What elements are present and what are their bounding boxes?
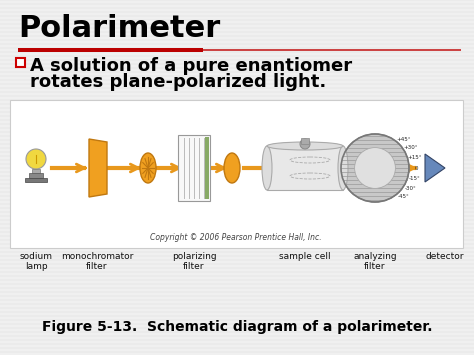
Ellipse shape [262, 146, 272, 190]
Bar [10, 100, 463, 248]
Text: A solution of a pure enantiomer: A solution of a pure enantiomer [30, 57, 352, 75]
Polygon shape [425, 154, 445, 182]
Text: analyzing
filter: analyzing filter [353, 252, 397, 272]
Text: 0: 0 [414, 165, 418, 170]
Text: +45°: +45° [397, 137, 411, 142]
Bar [203, 49, 461, 51]
Text: polarizing
filter: polarizing filter [172, 252, 216, 272]
Text: -45°: -45° [398, 195, 410, 200]
Text: +30°: +30° [403, 145, 418, 150]
Text: Figure 5-13.  Schematic diagram of a polarimeter.: Figure 5-13. Schematic diagram of a pola… [42, 320, 432, 334]
Ellipse shape [338, 146, 348, 190]
Bar [267, 146, 343, 190]
Text: detector: detector [426, 252, 464, 261]
Text: -30°: -30° [405, 186, 416, 191]
Text: sodium
lamp: sodium lamp [19, 252, 53, 272]
Text: rotates plane-polarized light.: rotates plane-polarized light. [30, 73, 326, 91]
Text: Copyright © 2006 Pearson Prentice Hall, Inc.: Copyright © 2006 Pearson Prentice Hall, … [150, 233, 322, 242]
Circle shape [355, 148, 395, 189]
Bar [205, 137, 209, 199]
Bar [32, 169, 40, 173]
Circle shape [300, 139, 310, 149]
Bar [25, 178, 47, 182]
Text: -15°: -15° [409, 176, 420, 181]
Text: sample cell: sample cell [279, 252, 331, 261]
Ellipse shape [224, 153, 240, 183]
Circle shape [341, 134, 409, 202]
Bar [18, 48, 203, 52]
Ellipse shape [267, 142, 343, 150]
Text: +15°: +15° [407, 155, 422, 160]
Ellipse shape [140, 153, 156, 183]
Circle shape [26, 149, 46, 169]
Bar [178, 135, 210, 201]
Bar [16, 58, 25, 67]
Text: monochromator
filter: monochromator filter [61, 252, 133, 272]
Text: Polarimeter: Polarimeter [18, 14, 220, 43]
Bar [301, 138, 309, 144]
Bar [29, 173, 43, 178]
Polygon shape [89, 139, 107, 197]
